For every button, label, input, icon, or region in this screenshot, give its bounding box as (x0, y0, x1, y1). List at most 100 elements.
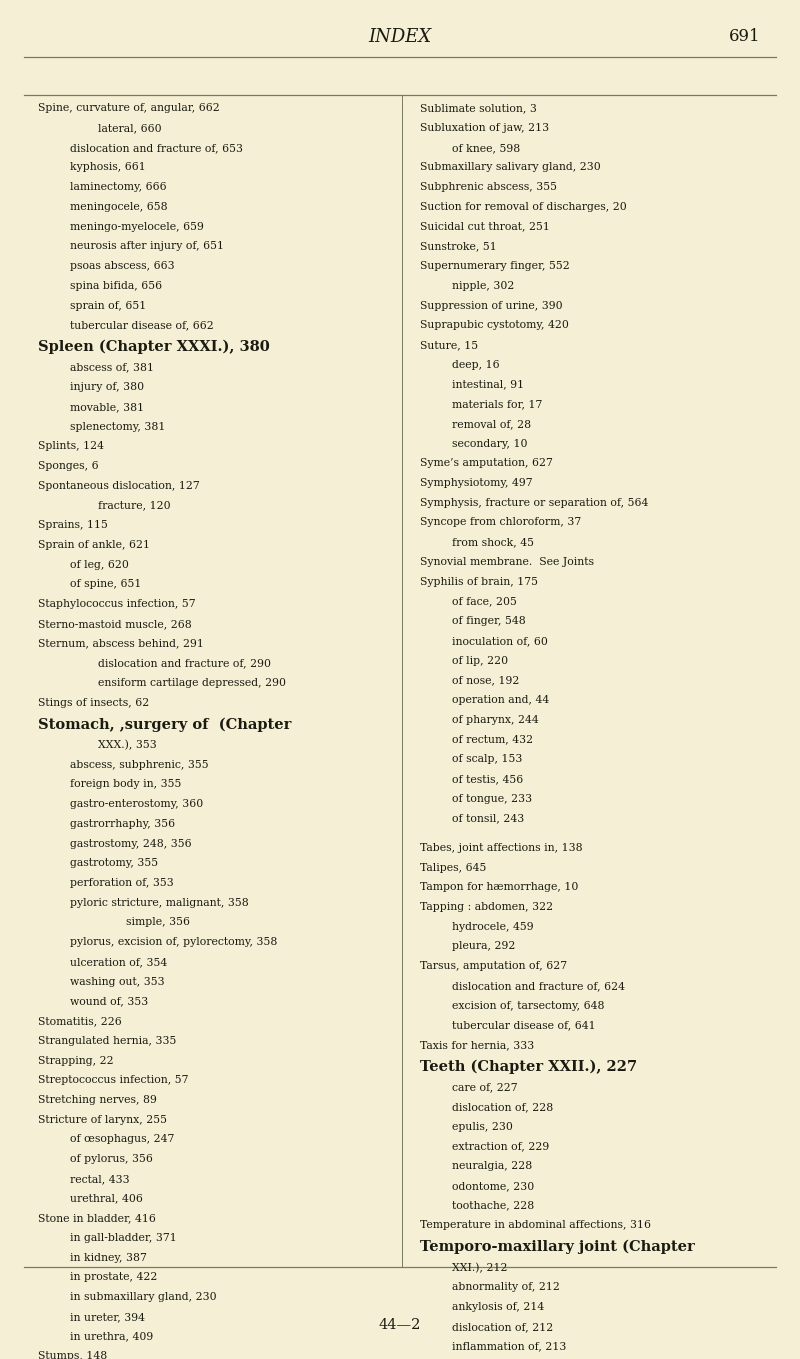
Text: toothache, 228: toothache, 228 (452, 1200, 534, 1211)
Text: epulis, 230: epulis, 230 (452, 1121, 513, 1132)
Text: of spine, 651: of spine, 651 (70, 579, 142, 590)
Text: Sponges, 6: Sponges, 6 (38, 461, 99, 472)
Text: Synovial membrane.  See Joints: Synovial membrane. See Joints (420, 557, 594, 567)
Text: dislocation and fracture of, 624: dislocation and fracture of, 624 (452, 981, 625, 991)
Text: Stomatitis, 226: Stomatitis, 226 (38, 1017, 122, 1026)
Text: gastrotomy, 355: gastrotomy, 355 (70, 859, 158, 868)
Text: 44—2: 44—2 (379, 1318, 421, 1332)
Text: Talipes, 645: Talipes, 645 (420, 863, 486, 872)
Text: ulceration of, 354: ulceration of, 354 (70, 957, 168, 966)
Text: INDEX: INDEX (368, 27, 432, 46)
Text: spina bifida, 656: spina bifida, 656 (70, 281, 162, 291)
Text: Spine, curvature of, angular, 662: Spine, curvature of, angular, 662 (38, 103, 220, 113)
Text: foreign body in, 355: foreign body in, 355 (70, 780, 182, 790)
Text: of pylorus, 356: of pylorus, 356 (70, 1154, 154, 1165)
Text: Tabes, joint affections in, 138: Tabes, joint affections in, 138 (420, 843, 582, 853)
Text: Sunstroke, 51: Sunstroke, 51 (420, 242, 497, 251)
Text: materials for, 17: materials for, 17 (452, 400, 542, 409)
Text: in kidney, 387: in kidney, 387 (70, 1253, 147, 1263)
Text: extraction of, 229: extraction of, 229 (452, 1142, 550, 1151)
Text: sprain of, 651: sprain of, 651 (70, 300, 146, 310)
Text: Spleen (Chapter XXXI.), 380: Spleen (Chapter XXXI.), 380 (38, 340, 270, 355)
Text: gastro-enterostomy, 360: gastro-enterostomy, 360 (70, 799, 204, 809)
Text: Submaxillary salivary gland, 230: Submaxillary salivary gland, 230 (420, 163, 601, 173)
Text: neurosis after injury of, 651: neurosis after injury of, 651 (70, 242, 224, 251)
Text: from shock, 45: from shock, 45 (452, 537, 534, 548)
Text: Sprains, 115: Sprains, 115 (38, 520, 108, 530)
Text: removal of, 28: removal of, 28 (452, 419, 531, 429)
Text: gastrorrhaphy, 356: gastrorrhaphy, 356 (70, 819, 175, 829)
Text: Stone in bladder, 416: Stone in bladder, 416 (38, 1214, 156, 1223)
Text: Stumps, 148: Stumps, 148 (38, 1351, 108, 1359)
Text: of tonsil, 243: of tonsil, 243 (452, 813, 524, 824)
Text: washing out, 353: washing out, 353 (70, 977, 165, 987)
Text: Sterno-mastoid muscle, 268: Sterno-mastoid muscle, 268 (38, 618, 192, 629)
Text: Splints, 124: Splints, 124 (38, 442, 104, 451)
Text: tubercular disease of, 641: tubercular disease of, 641 (452, 1021, 596, 1030)
Text: Suppression of urine, 390: Suppression of urine, 390 (420, 300, 562, 310)
Text: lateral, 660: lateral, 660 (98, 124, 162, 133)
Text: Suicidal cut throat, 251: Suicidal cut throat, 251 (420, 222, 550, 231)
Text: pylorus, excision of, pylorectomy, 358: pylorus, excision of, pylorectomy, 358 (70, 938, 278, 947)
Text: Suction for removal of discharges, 20: Suction for removal of discharges, 20 (420, 202, 626, 212)
Text: splenectomy, 381: splenectomy, 381 (70, 421, 166, 432)
Text: in ureter, 394: in ureter, 394 (70, 1311, 146, 1322)
Text: odontome, 230: odontome, 230 (452, 1181, 534, 1190)
Text: urethral, 406: urethral, 406 (70, 1193, 143, 1204)
Text: dislocation and fracture of, 653: dislocation and fracture of, 653 (70, 143, 243, 152)
Text: Sprain of ankle, 621: Sprain of ankle, 621 (38, 540, 150, 550)
Text: Subluxation of jaw, 213: Subluxation of jaw, 213 (420, 124, 549, 133)
Text: Sublimate solution, 3: Sublimate solution, 3 (420, 103, 537, 113)
Text: in gall-bladder, 371: in gall-bladder, 371 (70, 1233, 177, 1243)
Text: Tarsus, amputation of, 627: Tarsus, amputation of, 627 (420, 961, 567, 972)
Text: Tapping : abdomen, 322: Tapping : abdomen, 322 (420, 902, 553, 912)
Text: laminectomy, 666: laminectomy, 666 (70, 182, 167, 192)
Text: Stomach, ,surgery of  (Chapter: Stomach, ,surgery of (Chapter (38, 718, 292, 733)
Text: simple, 356: simple, 356 (126, 917, 190, 927)
Text: ensiform cartilage depressed, 290: ensiform cartilage depressed, 290 (98, 678, 286, 688)
Text: in urethra, 409: in urethra, 409 (70, 1332, 154, 1341)
Text: Symphysis, fracture or separation of, 564: Symphysis, fracture or separation of, 56… (420, 497, 648, 508)
Text: of nose, 192: of nose, 192 (452, 675, 519, 685)
Text: abnormality of, 212: abnormality of, 212 (452, 1283, 560, 1292)
Text: of face, 205: of face, 205 (452, 597, 517, 606)
Text: rectal, 433: rectal, 433 (70, 1174, 130, 1184)
Text: of pharynx, 244: of pharynx, 244 (452, 715, 538, 724)
Text: Temporo-maxillary joint (Chapter: Temporo-maxillary joint (Chapter (420, 1241, 694, 1254)
Text: Strapping, 22: Strapping, 22 (38, 1056, 114, 1065)
Text: Syme’s amputation, 627: Syme’s amputation, 627 (420, 458, 553, 469)
Text: Teeth (Chapter XXII.), 227: Teeth (Chapter XXII.), 227 (420, 1060, 637, 1074)
Text: dislocation of, 228: dislocation of, 228 (452, 1102, 554, 1112)
Text: kyphosis, 661: kyphosis, 661 (70, 163, 146, 173)
Text: meningo-myelocele, 659: meningo-myelocele, 659 (70, 222, 204, 231)
Text: perforation of, 353: perforation of, 353 (70, 878, 174, 887)
Text: Suprapubic cystotomy, 420: Suprapubic cystotomy, 420 (420, 321, 569, 330)
Text: Sternum, abscess behind, 291: Sternum, abscess behind, 291 (38, 639, 204, 648)
Text: of testis, 456: of testis, 456 (452, 773, 523, 784)
Text: inoculation of, 60: inoculation of, 60 (452, 636, 548, 646)
Text: deep, 16: deep, 16 (452, 360, 500, 370)
Text: Syncope from chloroform, 37: Syncope from chloroform, 37 (420, 518, 582, 527)
Text: pleura, 292: pleura, 292 (452, 942, 515, 951)
Text: Syphilis of brain, 175: Syphilis of brain, 175 (420, 576, 538, 587)
Text: Stretching nerves, 89: Stretching nerves, 89 (38, 1095, 158, 1105)
Text: Staphylococcus infection, 57: Staphylococcus infection, 57 (38, 599, 196, 609)
Text: abscess, subphrenic, 355: abscess, subphrenic, 355 (70, 760, 209, 769)
Text: of œsophagus, 247: of œsophagus, 247 (70, 1135, 174, 1144)
Text: of tongue, 233: of tongue, 233 (452, 794, 532, 803)
Text: nipple, 302: nipple, 302 (452, 281, 514, 291)
Text: wound of, 353: wound of, 353 (70, 996, 149, 1007)
Text: Suture, 15: Suture, 15 (420, 340, 478, 351)
Text: 691: 691 (728, 29, 760, 45)
Text: of finger, 548: of finger, 548 (452, 616, 526, 626)
Text: Symphysiotomy, 497: Symphysiotomy, 497 (420, 478, 533, 488)
Text: abscess of, 381: abscess of, 381 (70, 363, 154, 372)
Text: dislocation and fracture of, 290: dislocation and fracture of, 290 (98, 658, 271, 669)
Text: Stricture of larynx, 255: Stricture of larynx, 255 (38, 1114, 167, 1125)
Text: tubercular disease of, 662: tubercular disease of, 662 (70, 321, 214, 330)
Text: Supernumerary finger, 552: Supernumerary finger, 552 (420, 261, 570, 270)
Text: pyloric stricture, malignant, 358: pyloric stricture, malignant, 358 (70, 898, 249, 908)
Text: operation and, 44: operation and, 44 (452, 694, 550, 705)
Text: neuralgia, 228: neuralgia, 228 (452, 1161, 532, 1171)
Text: XXX.), 353: XXX.), 353 (98, 739, 157, 750)
